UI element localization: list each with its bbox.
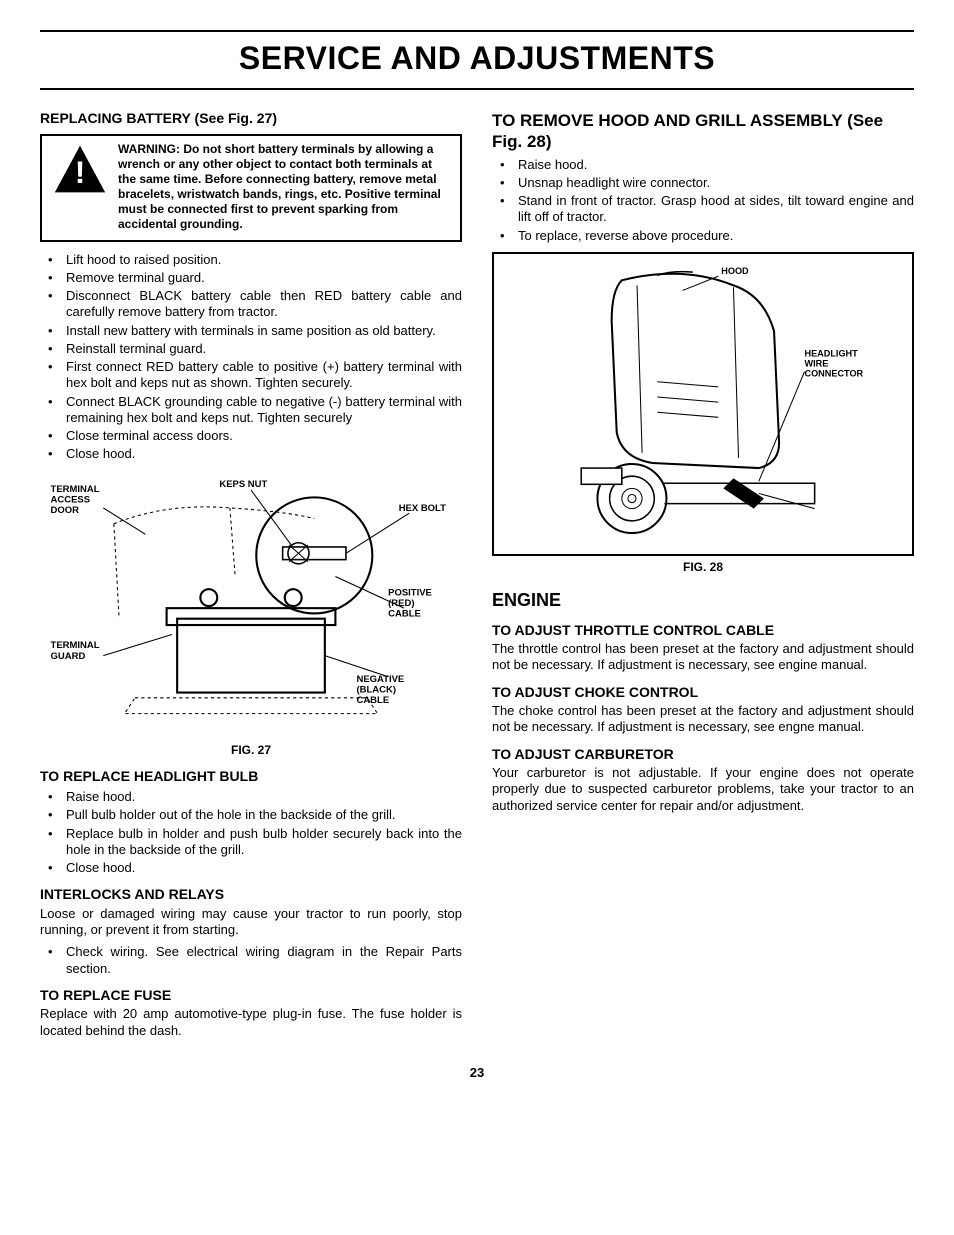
list-item: Unsnap headlight wire connector. — [492, 175, 914, 191]
warning-box: ! WARNING: Do not short battery terminal… — [40, 134, 462, 242]
fuse-para: Replace with 20 amp automotive-type plug… — [40, 1006, 462, 1039]
svg-text:!: ! — [75, 154, 86, 190]
svg-text:GUARD: GUARD — [51, 650, 86, 661]
fig27-svg: TERMINAL ACCESS DOOR KEPS NUT HEX BOLT P… — [40, 471, 462, 735]
page: SERVICE AND ADJUSTMENTS REPLACING BATTER… — [40, 30, 914, 1081]
svg-text:DOOR: DOOR — [51, 505, 80, 516]
throttle-para: The throttle control has been preset at … — [492, 641, 914, 674]
headlight-steps: Raise hood. Pull bulb holder out of the … — [40, 789, 462, 876]
list-item: Close terminal access doors. — [40, 428, 462, 444]
list-item: Stand in front of tractor. Grasp hood at… — [492, 193, 914, 226]
fig27-label-tad: TERMINAL — [51, 484, 100, 495]
warning-triangle-icon: ! — [52, 142, 108, 202]
list-item: Reinstall terminal guard. — [40, 341, 462, 357]
page-title: SERVICE AND ADJUSTMENTS — [40, 36, 914, 82]
figure-27: TERMINAL ACCESS DOOR KEPS NUT HEX BOLT P… — [40, 471, 462, 758]
figure-28-box: HOOD HEADLIGHT WIRE CONNECTOR — [492, 252, 914, 556]
warning-text: WARNING: Do not short battery terminals … — [118, 142, 450, 232]
carb-para: Your carburetor is not adjustable. If yo… — [492, 765, 914, 814]
fig27-label-keps: KEPS NUT — [219, 478, 267, 489]
fig27-label-pos: POSITIVE — [388, 587, 432, 598]
list-item: Raise hood. — [492, 157, 914, 173]
list-item: Disconnect BLACK battery cable then RED … — [40, 288, 462, 321]
replacing-battery-heading: REPLACING BATTERY (See Fig. 27) — [40, 110, 462, 128]
fig28-label-hood: HOOD — [721, 266, 749, 276]
columns: REPLACING BATTERY (See Fig. 27) ! WARNIN… — [40, 100, 914, 1045]
list-item: Connect BLACK grounding cable to negativ… — [40, 394, 462, 427]
throttle-heading: TO ADJUST THROTTLE CONTROL CABLE — [492, 622, 914, 640]
interlocks-heading: INTERLOCKS AND RELAYS — [40, 886, 462, 904]
list-item: Lift hood to raised position. — [40, 252, 462, 268]
interlocks-steps: Check wiring. See electrical wiring diag… — [40, 944, 462, 977]
list-item: To replace, reverse above procedure. — [492, 228, 914, 244]
fig27-label-neg: NEGATIVE — [356, 674, 404, 685]
fig28-caption: FIG. 28 — [492, 560, 914, 575]
fig27-label-hex: HEX BOLT — [399, 503, 446, 514]
fig28-label-conn: HEADLIGHT — [804, 348, 858, 358]
choke-para: The choke control has been preset at the… — [492, 703, 914, 736]
svg-text:CABLE: CABLE — [356, 695, 389, 706]
list-item: Pull bulb holder out of the hole in the … — [40, 807, 462, 823]
top-rule — [40, 30, 914, 32]
list-item: Close hood. — [40, 446, 462, 462]
list-item: Raise hood. — [40, 789, 462, 805]
list-item: Close hood. — [40, 860, 462, 876]
svg-text:WIRE: WIRE — [804, 358, 828, 368]
list-item: Remove terminal guard. — [40, 270, 462, 286]
right-column: TO REMOVE HOOD AND GRILL ASSEMBLY (See F… — [492, 100, 914, 1045]
fuse-heading: TO REPLACE FUSE — [40, 987, 462, 1005]
remove-hood-heading: TO REMOVE HOOD AND GRILL ASSEMBLY (See F… — [492, 110, 914, 153]
fig28-svg: HOOD HEADLIGHT WIRE CONNECTOR — [500, 260, 906, 544]
bottom-rule — [40, 88, 914, 90]
list-item: First connect RED battery cable to posit… — [40, 359, 462, 392]
headlight-heading: TO REPLACE HEADLIGHT BULB — [40, 768, 462, 786]
svg-text:ACCESS: ACCESS — [51, 494, 91, 505]
left-column: REPLACING BATTERY (See Fig. 27) ! WARNIN… — [40, 100, 462, 1045]
page-number: 23 — [40, 1065, 914, 1081]
list-item: Install new battery with terminals in sa… — [40, 323, 462, 339]
list-item: Check wiring. See electrical wiring diag… — [40, 944, 462, 977]
interlocks-para: Loose or damaged wiring may cause your t… — [40, 906, 462, 939]
svg-text:CABLE: CABLE — [388, 608, 421, 619]
list-item: Replace bulb in holder and push bulb hol… — [40, 826, 462, 859]
choke-heading: TO ADJUST CHOKE CONTROL — [492, 684, 914, 702]
remove-hood-steps: Raise hood. Unsnap headlight wire connec… — [492, 157, 914, 244]
carb-heading: TO ADJUST CARBURETOR — [492, 746, 914, 764]
battery-steps: Lift hood to raised position. Remove ter… — [40, 252, 462, 463]
fig27-label-guard: TERMINAL — [51, 640, 100, 651]
fig27-caption: FIG. 27 — [40, 743, 462, 758]
svg-text:(RED): (RED) — [388, 598, 414, 609]
svg-text:(BLACK): (BLACK) — [356, 684, 396, 695]
engine-heading: ENGINE — [492, 589, 914, 612]
svg-text:CONNECTOR: CONNECTOR — [804, 368, 863, 378]
